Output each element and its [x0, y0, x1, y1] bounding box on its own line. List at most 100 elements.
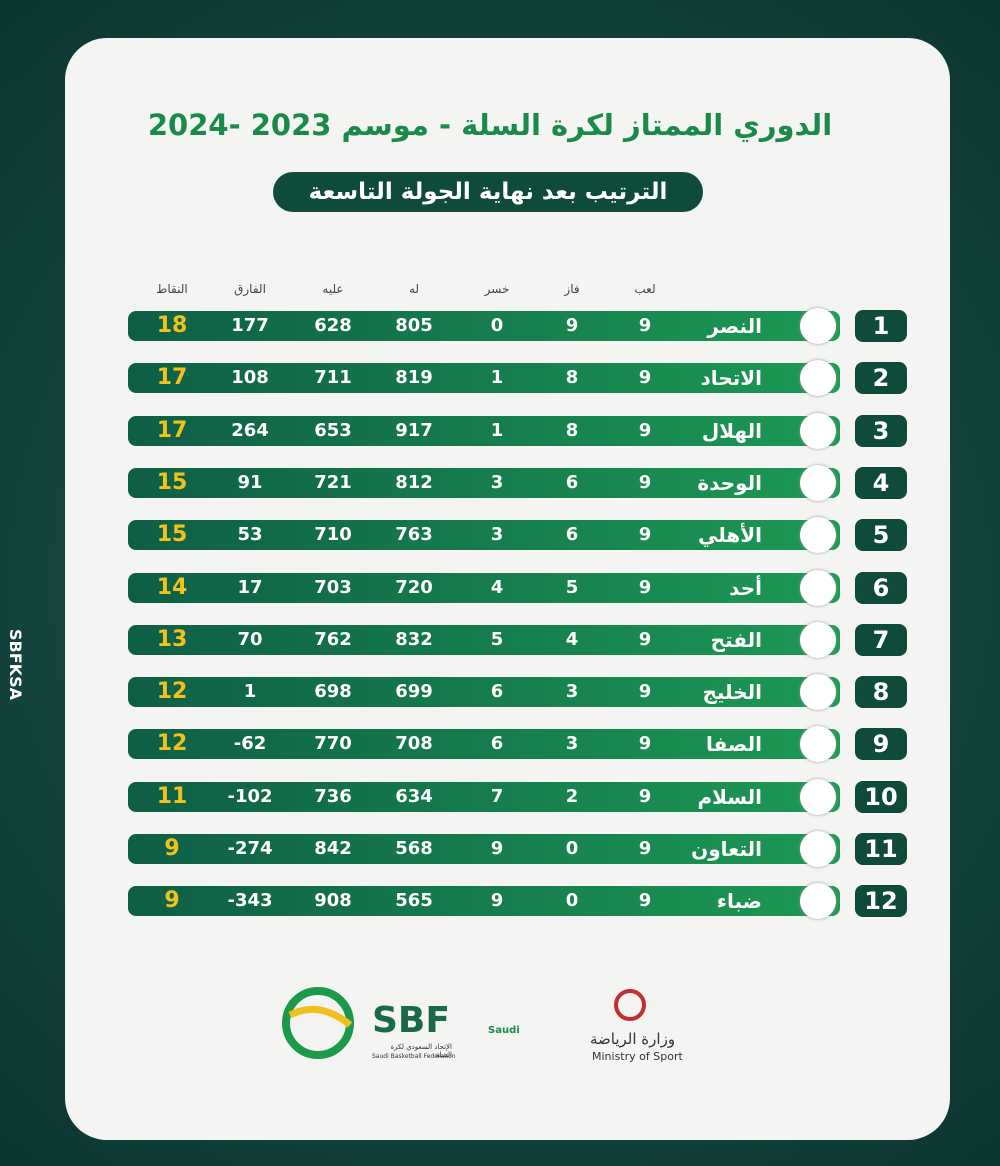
- row-bar: [128, 781, 840, 812]
- stat: 805: [395, 315, 433, 336]
- ministry-en: Ministry of Sport: [592, 1050, 683, 1063]
- stat: 3: [490, 471, 504, 493]
- stat: 91: [237, 471, 263, 493]
- stat: 736: [314, 785, 352, 807]
- team-logo: [800, 464, 836, 501]
- stat: 908: [314, 890, 352, 912]
- rank-badge: [855, 885, 907, 918]
- stat: 8: [565, 419, 579, 441]
- team-name: الأهلي: [697, 523, 762, 548]
- row-bar: [128, 677, 840, 708]
- column-header: لعب: [634, 282, 656, 296]
- points: 18: [156, 313, 188, 338]
- team-name: أحد: [729, 575, 762, 600]
- points: 15: [156, 469, 188, 495]
- rank: 8: [872, 678, 890, 707]
- team-name: الاتحاد: [700, 366, 762, 391]
- rank: 3: [872, 416, 890, 445]
- stat: 9: [638, 838, 652, 859]
- rank-badge: [855, 571, 907, 604]
- stat: 917: [395, 419, 433, 441]
- stat: 4: [490, 576, 504, 598]
- points: 13: [156, 626, 188, 652]
- stat: 4: [565, 628, 579, 650]
- stat: 710: [314, 524, 352, 546]
- rank-badge: [855, 833, 907, 865]
- points: 17: [156, 365, 188, 391]
- stat: 763: [395, 524, 433, 546]
- stat: 9: [490, 890, 504, 912]
- stat: 842: [314, 838, 352, 859]
- stat: 762: [314, 628, 352, 650]
- stat: 568: [395, 838, 433, 859]
- team-logo: [800, 517, 836, 554]
- column-header: عليه: [322, 282, 344, 296]
- stat: 53: [237, 524, 263, 546]
- stat: 5: [565, 576, 579, 598]
- stat: 1: [490, 419, 504, 441]
- stat: 9: [638, 419, 652, 441]
- stat: 721: [314, 471, 352, 493]
- rank: 1: [872, 312, 890, 340]
- stat: 819: [395, 367, 433, 389]
- stat: 5: [490, 628, 504, 650]
- row-bar: [128, 729, 840, 760]
- stat: 720: [395, 576, 433, 598]
- sbf-ar: الإتحاد السعودي لكرة السلة: [390, 1043, 452, 1059]
- stat: 3: [490, 524, 504, 546]
- rank: 9: [872, 730, 890, 759]
- stat: 770: [314, 733, 352, 755]
- stat: -102: [227, 785, 273, 807]
- sbf-en: Saudi Basketball Federation: [372, 1053, 456, 1060]
- stat: 9: [565, 315, 579, 336]
- rank-badge: [855, 780, 907, 813]
- column-header: فاز: [564, 282, 580, 296]
- team-name: الفتح: [710, 627, 762, 652]
- olympic-text: Saudi: [488, 1025, 520, 1036]
- stat: 832: [395, 628, 433, 650]
- stat: 9: [638, 315, 652, 336]
- stat: 8: [565, 367, 579, 389]
- team-logo: [800, 674, 836, 711]
- stat: 0: [565, 890, 579, 912]
- stat: 0: [565, 838, 579, 859]
- team-logo: [800, 726, 836, 763]
- row-bar: [128, 467, 840, 498]
- team-name: النصر: [707, 314, 762, 338]
- row-bar: [128, 520, 840, 551]
- rank: 10: [864, 782, 898, 811]
- row-bar: [128, 311, 840, 341]
- stat: 6: [490, 681, 504, 703]
- row-bar: [128, 886, 840, 917]
- points: 12: [156, 679, 188, 705]
- team-logo: [800, 778, 836, 815]
- rank-badge: [855, 466, 907, 499]
- stat: 9: [638, 524, 652, 546]
- stat: 2: [565, 785, 579, 807]
- stat: 6: [565, 524, 579, 546]
- subtitle-pill: [273, 172, 703, 212]
- stat: 1: [490, 367, 504, 389]
- stat: 9: [638, 471, 652, 493]
- points: 12: [156, 731, 188, 757]
- stat: -343: [227, 890, 273, 912]
- stat: 6: [565, 471, 579, 493]
- rank: 5: [872, 521, 890, 550]
- team-logo: [800, 831, 836, 867]
- stat: 628: [314, 315, 352, 336]
- stat: 9: [490, 838, 504, 859]
- rank: 4: [872, 468, 890, 497]
- stat: 17: [237, 576, 263, 598]
- rank-badge: [855, 676, 907, 709]
- team-logo: [800, 883, 836, 920]
- team-name: السلام: [697, 784, 762, 809]
- team-logo: [800, 308, 836, 344]
- team-name: ضباء: [716, 889, 762, 914]
- title: الدوري الممتاز لكرة السلة - موسم 2023 -2…: [147, 108, 833, 142]
- sbf-logo: [282, 987, 354, 1059]
- stat: 9: [638, 733, 652, 755]
- rank-badge: [855, 310, 907, 342]
- column-header: الفارق: [234, 282, 266, 296]
- team-name: التعاون: [691, 837, 762, 861]
